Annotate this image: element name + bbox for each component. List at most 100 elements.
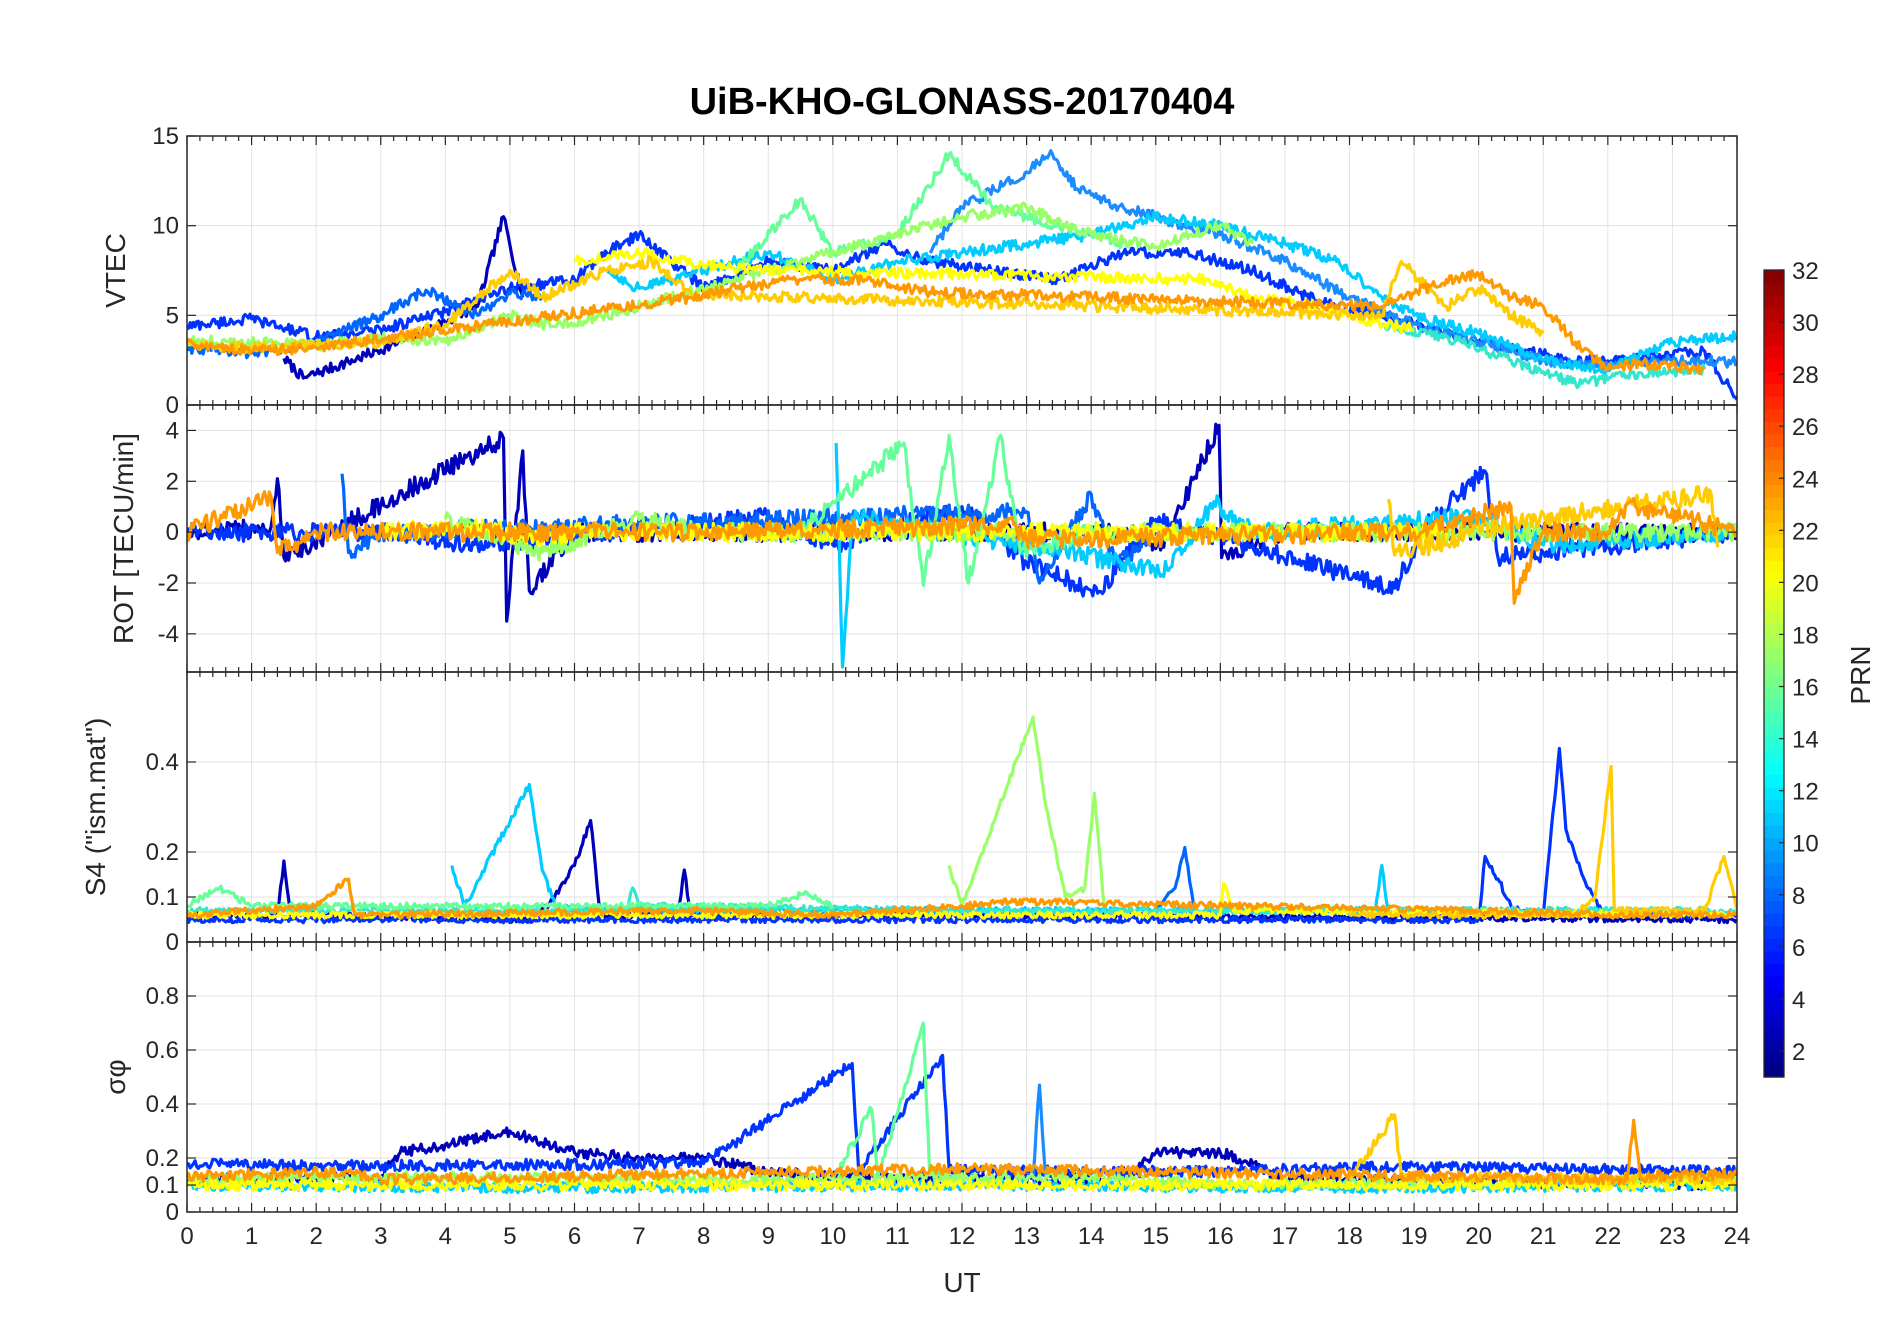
colorbar-swatch (1764, 988, 1784, 1002)
colorbar-swatch (1764, 736, 1784, 750)
series-line-prn-19 (573, 247, 1415, 334)
colorbar-swatch (1764, 560, 1784, 574)
colorbar-swatch (1764, 446, 1784, 460)
sigma_phi-y-axis-label: σφ (100, 1059, 131, 1094)
chart-title: UiB-KHO-GLONASS-20170404 (690, 81, 1235, 123)
x-tick-label: 5 (503, 1223, 516, 1250)
x-tick-label: 11 (885, 1223, 910, 1250)
colorbar-swatch (1764, 522, 1784, 536)
colorbar-swatch (1764, 711, 1784, 725)
colorbar-tick-label: 32 (1792, 258, 1819, 285)
colorbar-swatch (1764, 496, 1784, 511)
colorbar-tick-label: 4 (1792, 987, 1805, 1014)
colorbar-swatch (1764, 383, 1784, 397)
y-tick-label: 2 (166, 468, 179, 495)
colorbar-swatch (1764, 913, 1784, 927)
y-tick-label: 0 (166, 392, 179, 419)
colorbar-swatch (1764, 749, 1784, 763)
colorbar-swatch (1764, 837, 1784, 851)
colorbar-swatch (1764, 471, 1784, 485)
x-tick-label: 14 (1078, 1223, 1105, 1250)
colorbar-swatch (1764, 370, 1784, 385)
colorbar-swatch (1764, 976, 1784, 990)
colorbar-swatch (1764, 938, 1784, 952)
colorbar-swatch (1764, 799, 1784, 813)
y-tick-label: 4 (166, 417, 179, 444)
vtec-series (187, 149, 1737, 401)
series-line-prn-5 (187, 465, 1737, 598)
colorbar-swatch (1764, 572, 1784, 586)
colorbar-swatch (1764, 673, 1784, 687)
colorbar-swatch (1764, 1039, 1784, 1053)
panel-s4: 0 0.1 0.2 0.4 S4 ("ism.mat") (80, 671, 1738, 956)
colorbar-swatch (1764, 686, 1784, 700)
vtec-y-axis-label: VTEC (100, 233, 131, 308)
series-line-prn-9 (1031, 1083, 1048, 1180)
colorbar-swatch (1764, 358, 1784, 372)
colorbar-swatch (1764, 723, 1784, 738)
s4-x-ticks (186, 672, 1738, 942)
x-tick-label: 3 (374, 1223, 387, 1250)
colorbar-swatch (1764, 408, 1784, 422)
colorbar-swatch (1764, 812, 1784, 826)
x-tick-label: 6 (568, 1223, 581, 1250)
series-line-prn-23 (187, 269, 1706, 376)
colorbar-swatch (1764, 761, 1784, 775)
x-tick-label: 17 (1272, 1223, 1299, 1250)
colorbar-tick-label: 10 (1792, 831, 1819, 858)
colorbar-tick-label: 26 (1792, 414, 1819, 441)
vtec-x-ticks (186, 136, 1738, 405)
colorbar-swatch (1764, 950, 1784, 965)
y-tick-label: 5 (166, 302, 179, 329)
colorbar-swatch (1764, 635, 1784, 649)
colorbar-swatch (1764, 623, 1784, 637)
x-tick-label: 22 (1594, 1223, 1621, 1250)
x-tick-label: 4 (439, 1223, 452, 1250)
y-tick-label: 0 (166, 519, 179, 546)
x-tick-label: 12 (949, 1223, 976, 1250)
colorbar-swatch (1764, 786, 1784, 801)
x-tick-label: 21 (1530, 1223, 1557, 1250)
panel-vtec: 0 5 10 15 VTEC (100, 123, 1738, 419)
series-line-prn-2 (282, 215, 525, 380)
vtec-grid (186, 135, 1738, 406)
panel-sigma_phi: 00.10.2 0.4 0.6 0.8 σφ (100, 941, 1738, 1226)
x-tick-label: 10 (819, 1223, 846, 1250)
colorbar-swatch (1764, 597, 1784, 612)
y-tick-label: 0.8 (146, 983, 179, 1010)
rot-series (187, 422, 1737, 669)
series-line-prn-19 (187, 1177, 1737, 1193)
x-tick-label: 24 (1724, 1223, 1751, 1250)
colorbar-swatch (1764, 774, 1784, 788)
colorbar-swatch (1764, 1013, 1784, 1028)
colorbar-swatch (1764, 850, 1784, 864)
colorbar-swatch (1764, 862, 1784, 876)
colorbar-tick-label: 14 (1792, 727, 1819, 754)
y-tick-label: 0.4 (146, 749, 179, 776)
colorbar-swatch (1764, 295, 1784, 309)
x-tick-label: 9 (762, 1223, 775, 1250)
colorbar-swatch (1764, 534, 1784, 549)
y-tick-label: -4 (158, 621, 179, 648)
colorbar-tick-label: 16 (1792, 675, 1819, 702)
colorbar-tick-label: 24 (1792, 466, 1819, 493)
y-tick-label: 0.4 (146, 1091, 179, 1118)
colorbar-swatch (1764, 925, 1784, 939)
colorbar-swatch (1764, 547, 1784, 561)
colorbar-tick-label: 18 (1792, 622, 1819, 649)
series-line-prn-15 (734, 151, 1125, 272)
colorbar-swatch (1764, 610, 1784, 624)
series-line-prn-13 (1381, 321, 1707, 390)
colorbar-swatch (1764, 333, 1784, 347)
x-tick-label: 7 (632, 1223, 645, 1250)
series-line-prn-11 (605, 210, 1737, 376)
x-tick-label: 19 (1401, 1223, 1428, 1250)
series-line-prn-23 (187, 877, 1737, 920)
y-tick-label: -2 (158, 570, 179, 597)
sigma_phi-grid (186, 942, 1738, 1213)
y-tick-label: 0.2 (146, 1145, 179, 1172)
colorbar-tick-label: 2 (1792, 1039, 1805, 1066)
colorbar-swatch (1764, 887, 1784, 902)
